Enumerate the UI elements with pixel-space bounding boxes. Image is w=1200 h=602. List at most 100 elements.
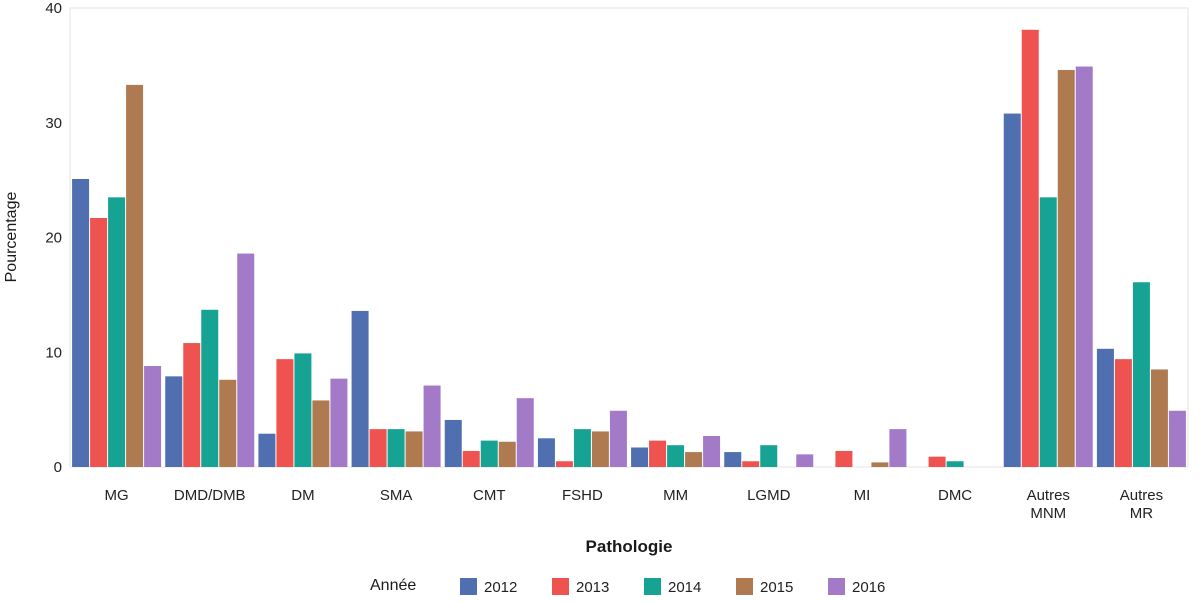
bars-group — [72, 29, 1186, 468]
y-axis-title: Pourcentage — [3, 192, 20, 283]
bar — [387, 429, 405, 467]
x-tick-label: Autres MR — [1120, 487, 1163, 522]
bar — [573, 429, 591, 467]
x-tick-label-line: MNM — [1030, 505, 1066, 522]
x-tick-label: DMD/DMB — [174, 487, 246, 504]
legend-swatch — [828, 578, 845, 595]
bar — [1168, 410, 1186, 467]
bar — [405, 431, 423, 467]
bar — [1021, 29, 1039, 468]
y-tick-label: 20 — [45, 230, 62, 247]
x-tick-label-line: DMC — [938, 487, 972, 504]
bar — [219, 379, 237, 467]
bar — [276, 359, 294, 467]
y-tick-label: 40 — [45, 0, 62, 17]
x-tick-label-line: DMD/DMB — [174, 487, 246, 504]
x-tick-label: MI — [854, 487, 871, 504]
x-axis-labels: MG DMD/DMB DM SMA CMT FSHD MM LGMD MI DMC Autres MN… — [104, 487, 1163, 522]
legend-title: Année — [370, 577, 416, 594]
y-tick-label: 30 — [45, 115, 62, 132]
x-tick-label: CMT — [473, 487, 506, 504]
x-tick-label-line: Autres — [1027, 487, 1070, 504]
x-tick-label: LGMD — [747, 487, 791, 504]
bar — [946, 461, 964, 467]
bar — [516, 398, 534, 467]
x-tick-label-line: LGMD — [747, 487, 791, 504]
bar — [609, 410, 627, 467]
legend-swatch — [460, 578, 477, 595]
x-tick-label-line: MG — [104, 487, 128, 504]
bar — [591, 431, 609, 467]
bar — [498, 441, 516, 467]
y-axis-ticks: 0 10 20 30 40 — [45, 0, 62, 476]
x-tick-label-line: SMA — [380, 487, 413, 504]
bar — [480, 440, 498, 467]
bar — [423, 385, 441, 467]
bar — [649, 440, 667, 467]
legend-label: 2016 — [852, 579, 885, 596]
y-tick-label: 0 — [54, 459, 62, 476]
bar — [555, 461, 573, 467]
bar — [1132, 282, 1150, 467]
x-tick-label-line: MM — [663, 487, 688, 504]
bar — [724, 452, 742, 467]
bar — [889, 429, 907, 467]
x-tick-label-line: MI — [854, 487, 871, 504]
bar — [1075, 66, 1093, 468]
bar — [742, 461, 760, 467]
bar — [258, 433, 276, 467]
bar — [294, 353, 312, 467]
bar — [165, 376, 183, 467]
x-tick-label: FSHD — [562, 487, 603, 504]
bar — [760, 445, 778, 467]
bar — [351, 310, 369, 467]
legend-label: 2014 — [668, 579, 701, 596]
bar — [462, 450, 480, 467]
bar — [201, 309, 219, 467]
bar — [1114, 359, 1132, 467]
bar — [90, 217, 108, 467]
legend-swatch — [644, 578, 661, 595]
y-tick-label: 10 — [45, 344, 62, 361]
bar — [667, 445, 685, 467]
bar — [183, 343, 201, 467]
bar — [330, 378, 348, 467]
plot-background — [69, 7, 1189, 468]
legend: Année 2012 2013 2014 2015 2016 — [370, 577, 885, 596]
bar — [237, 253, 255, 467]
legend-label: 2012 — [484, 579, 517, 596]
bar — [1096, 348, 1114, 467]
legend-swatch — [552, 578, 569, 595]
bar — [1150, 369, 1168, 467]
bar — [312, 400, 330, 467]
x-axis-title: Pathologie — [586, 537, 673, 556]
bar — [835, 450, 853, 467]
x-tick-label-line: CMT — [473, 487, 506, 504]
bar — [703, 436, 721, 467]
legend-label: 2015 — [760, 579, 793, 596]
x-tick-label-line: DM — [291, 487, 314, 504]
bar — [126, 84, 144, 467]
bar — [1003, 113, 1021, 467]
bar — [369, 429, 387, 467]
bar — [685, 452, 703, 467]
x-tick-label: MG — [104, 487, 128, 504]
bar — [537, 438, 555, 467]
bar — [1057, 69, 1075, 467]
bar — [631, 447, 649, 467]
x-tick-label: MM — [663, 487, 688, 504]
legend-swatch — [736, 578, 753, 595]
bar — [444, 419, 462, 467]
x-tick-label: Autres MNM — [1027, 487, 1070, 522]
x-tick-label-line: MR — [1130, 505, 1153, 522]
bar — [928, 456, 946, 467]
x-tick-label: SMA — [380, 487, 413, 504]
bar — [108, 197, 126, 467]
x-tick-label: DMC — [938, 487, 972, 504]
bar — [871, 462, 889, 467]
legend-label: 2013 — [576, 579, 609, 596]
x-tick-label-line: Autres — [1120, 487, 1163, 504]
x-tick-label: DM — [291, 487, 314, 504]
bar — [144, 366, 162, 467]
